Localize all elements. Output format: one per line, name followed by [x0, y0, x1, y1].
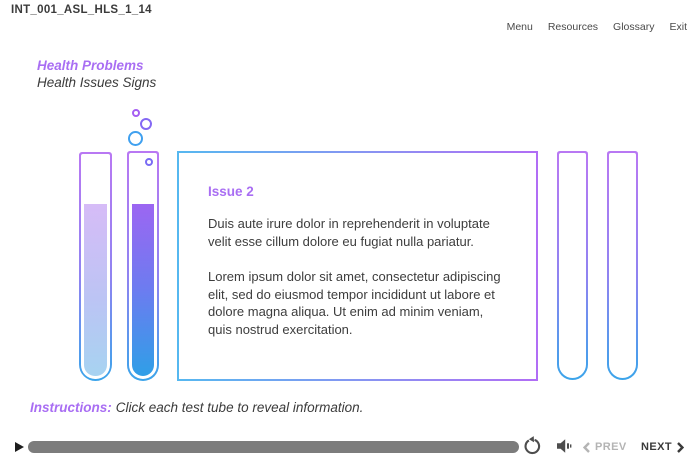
glossary-link[interactable]: Glossary	[613, 21, 655, 33]
next-button[interactable]: NEXT	[641, 441, 684, 453]
chevron-right-icon	[677, 441, 684, 453]
instructions-line: Instructions: Click each test tube to rev…	[30, 400, 363, 415]
menu-link[interactable]: Menu	[506, 21, 533, 33]
prev-button-label: PREV	[595, 441, 627, 453]
play-button[interactable]	[15, 442, 24, 452]
bubble-icon	[132, 109, 140, 117]
lesson-title: Health Problems	[37, 58, 144, 73]
test-tube-3[interactable]	[557, 151, 588, 380]
replay-button[interactable]	[521, 435, 543, 457]
bubble-icon	[140, 118, 152, 130]
exit-link[interactable]: Exit	[669, 21, 687, 33]
replay-icon	[524, 436, 541, 455]
test-tube-glass	[129, 153, 157, 379]
test-tube-liquid	[84, 204, 107, 376]
prev-button[interactable]: PREV	[583, 441, 627, 453]
bubble-icon	[128, 131, 143, 146]
issue-heading: Issue 2	[208, 184, 254, 199]
test-tube-glass	[559, 153, 586, 378]
instructions-label: Instructions:	[30, 400, 112, 415]
test-tube-glass	[609, 153, 636, 378]
lesson-subtitle: Health Issues Signs	[37, 75, 157, 90]
issue-paragraph: Duis aute irure dolor in reprehenderit i…	[208, 216, 490, 249]
volume-button[interactable]	[556, 438, 574, 454]
bubble-icon	[145, 158, 153, 166]
issue-info-box-content: Issue 2 Duis aute irure dolor in reprehe…	[179, 153, 536, 379]
seekbar[interactable]	[28, 441, 519, 453]
course-code-title: INT_001_ASL_HLS_1_14	[11, 4, 152, 16]
next-button-label: NEXT	[641, 441, 672, 453]
player-menu-bar: Menu Resources Glossary Exit	[507, 21, 687, 33]
test-tube-4[interactable]	[607, 151, 638, 380]
issue-info-box: Issue 2 Duis aute irure dolor in reprehe…	[177, 151, 538, 381]
instructions-text: Click each test tube to reveal informati…	[115, 400, 364, 415]
test-tube-2[interactable]	[127, 151, 159, 381]
test-tube-1[interactable]	[79, 152, 112, 381]
resources-link[interactable]: Resources	[547, 21, 599, 33]
test-tube-glass	[81, 154, 110, 379]
chevron-left-icon	[583, 441, 590, 453]
volume-icon	[557, 439, 572, 453]
issue-paragraph: Lorem ipsum dolor sit amet, consectetur …	[208, 269, 501, 337]
test-tube-liquid	[132, 204, 154, 376]
